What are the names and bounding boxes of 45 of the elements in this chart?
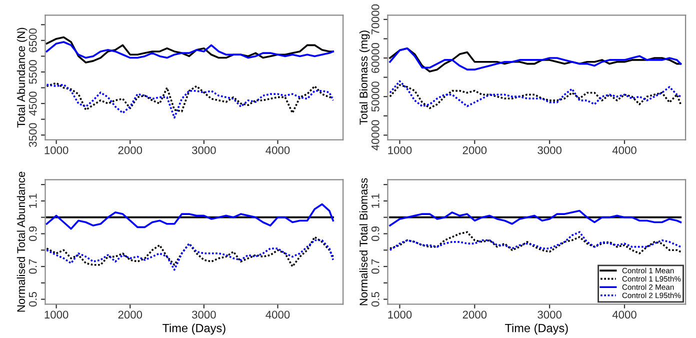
x-tick-label: 4000 bbox=[612, 146, 636, 154]
x-tick-label: 3000 bbox=[538, 310, 562, 319]
x-tick-label: 2000 bbox=[462, 146, 487, 154]
line-series bbox=[46, 36, 334, 64]
line-series bbox=[389, 80, 682, 108]
y-tick-label: 1.1 bbox=[372, 194, 380, 208]
y-tick-label: 0.5 bbox=[371, 292, 380, 307]
y-tick-label: 0.9 bbox=[371, 226, 380, 242]
x-tick-label: 2000 bbox=[118, 146, 142, 154]
y-tick-label: 0.7 bbox=[28, 259, 37, 274]
x-tick-label: 4000 bbox=[266, 146, 290, 154]
x-tick-label: 4000 bbox=[266, 310, 290, 319]
y-tick-label: 5500 bbox=[28, 60, 37, 84]
y-tick-label: 70000 bbox=[371, 4, 380, 34]
x-tick-label: 3000 bbox=[192, 146, 216, 154]
x-axis-title: Time (Days) bbox=[162, 324, 226, 335]
y-tick-label: 1.1 bbox=[29, 194, 37, 208]
x-tick-label: 1000 bbox=[44, 310, 68, 319]
line-series bbox=[46, 203, 334, 230]
y-tick-label: 50000 bbox=[371, 82, 380, 112]
line-series bbox=[389, 210, 682, 226]
x-tick-label: 3000 bbox=[192, 310, 216, 319]
line-series bbox=[46, 41, 334, 59]
y-tick-label: 0.9 bbox=[28, 226, 37, 242]
y-tick-label: 0.5 bbox=[28, 292, 37, 307]
y-axis-title: Total Biomass (mg) bbox=[359, 30, 370, 125]
y-axis-title: Normalised Total Biomass bbox=[359, 178, 368, 306]
y-tick-label: 60000 bbox=[371, 43, 380, 73]
y-tick-label: 40000 bbox=[371, 120, 380, 150]
x-tick-label: 3000 bbox=[538, 146, 562, 154]
y-tick-label: 0.7 bbox=[371, 259, 380, 274]
x-tick-label: 1000 bbox=[44, 146, 68, 154]
y-tick-label: 4500 bbox=[28, 92, 37, 116]
y-axis-title: Total Abundance (N) bbox=[16, 28, 28, 128]
x-tick-label: 1000 bbox=[388, 310, 412, 319]
line-series bbox=[389, 84, 682, 110]
x-axis-title: Time (Days) bbox=[505, 324, 568, 335]
y-tick-label: 6500 bbox=[28, 28, 37, 52]
x-tick-label: 4000 bbox=[612, 310, 636, 319]
line-series bbox=[46, 84, 334, 119]
y-axis-title: Normalised Total Abundance bbox=[16, 172, 26, 312]
x-tick-label: 1000 bbox=[388, 146, 412, 154]
y-tick-label: 3500 bbox=[28, 123, 37, 147]
x-tick-label: 2000 bbox=[118, 310, 142, 319]
x-tick-label: 2000 bbox=[462, 310, 487, 319]
